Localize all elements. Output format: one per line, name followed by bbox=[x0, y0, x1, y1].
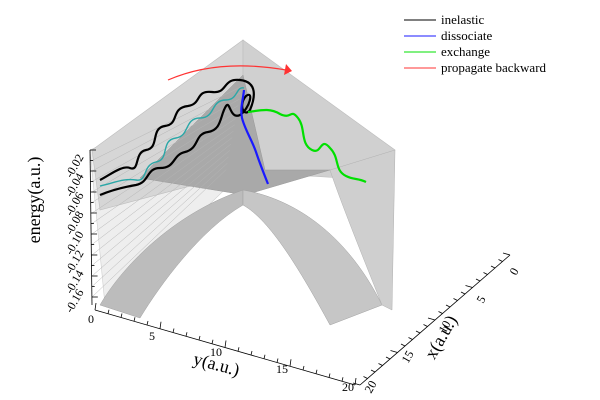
series-inelastic bbox=[99, 78, 255, 197]
back-wall-grid-line bbox=[91, 163, 228, 287]
y-tick-mark bbox=[224, 340, 227, 348]
y-tick-mark bbox=[328, 373, 331, 378]
x-axis-title: x(a.u.) bbox=[420, 312, 462, 363]
y-tick-mark bbox=[341, 377, 344, 382]
y-axis-title: y(a.u.) bbox=[191, 348, 242, 380]
back-wall-grid-line bbox=[91, 137, 233, 245]
y-tick-mark bbox=[185, 332, 188, 337]
x-tick-mark bbox=[423, 324, 428, 327]
x-tick-mark bbox=[370, 369, 376, 373]
legend-label-exchange: exchange bbox=[441, 44, 490, 59]
series-exchange bbox=[247, 108, 367, 183]
x-tick-mark bbox=[438, 311, 443, 314]
x-tick-label: 5 bbox=[473, 293, 488, 305]
y-tick-labels: 0 5 10 15 20 bbox=[88, 312, 354, 394]
x-tick-marks bbox=[352, 252, 511, 386]
z-axis-title: energy(a.u.) bbox=[24, 157, 45, 244]
y-tick-label: 0 bbox=[88, 312, 94, 326]
back-wall-grid-line bbox=[91, 124, 235, 224]
x-tick-mark bbox=[490, 265, 496, 269]
y-tick-mark bbox=[172, 328, 175, 333]
x-tick-mark bbox=[408, 337, 413, 340]
x-tick-mark bbox=[400, 343, 406, 347]
series-inelastic-shadow bbox=[99, 87, 245, 187]
y-tick-mark bbox=[198, 335, 201, 341]
x-tick-mark bbox=[390, 350, 398, 353]
y-tick-mark bbox=[94, 302, 97, 311]
y-tick-mark bbox=[211, 339, 214, 344]
legend: inelastic dissociate exchange propagate … bbox=[404, 12, 547, 75]
back-wall-grid-line bbox=[91, 130, 234, 235]
back-wall-grid-line bbox=[91, 156, 229, 277]
back-wall-grid-line bbox=[91, 111, 238, 203]
surface-right-face bbox=[329, 149, 396, 311]
y-tick-mark bbox=[146, 320, 149, 326]
x-tick-mark bbox=[498, 259, 503, 262]
y-tick-mark bbox=[250, 350, 253, 356]
back-wall-grid-line bbox=[91, 143, 232, 256]
back-wall-grid-line bbox=[91, 169, 227, 298]
y-tick-label: 15 bbox=[276, 362, 288, 376]
x-tick-mark bbox=[460, 291, 466, 295]
y-tick-mark bbox=[237, 347, 240, 352]
valley-floor bbox=[139, 74, 331, 196]
x-tick-mark bbox=[483, 272, 488, 275]
back-wall-grid bbox=[91, 86, 242, 298]
y-tick-label: 20 bbox=[342, 380, 354, 394]
y-tick-mark bbox=[276, 358, 279, 363]
y-tick-label: 10 bbox=[210, 345, 222, 359]
y-tick-mark bbox=[120, 313, 123, 318]
x-tick-mark bbox=[363, 376, 368, 379]
x-tick-mark bbox=[352, 382, 361, 386]
propagate-backward-arrowhead bbox=[284, 64, 292, 75]
x-tick-mark bbox=[427, 317, 436, 321]
y-tick-mark bbox=[315, 369, 318, 374]
back-wall-grid-line bbox=[91, 92, 241, 172]
x-tick-mark bbox=[453, 298, 458, 301]
back-wall-grid-line bbox=[91, 86, 242, 161]
legend-label-dissociate: dissociate bbox=[441, 28, 492, 43]
surface-front-right bbox=[242, 189, 383, 326]
back-wall-grid-line bbox=[91, 150, 230, 266]
back-wall-grid-line bbox=[91, 118, 236, 214]
y-tick-mark bbox=[289, 359, 292, 367]
x-tick-mark bbox=[385, 356, 391, 360]
y-tick-mark bbox=[107, 309, 110, 314]
y-tick-label: 5 bbox=[149, 329, 155, 343]
z-tick-labels: -0.02 -0.04 -0.06 -0.08 -0.10 -0.12 -0.1… bbox=[62, 152, 87, 316]
y-tick-mark bbox=[263, 354, 266, 359]
x-tick-mark bbox=[415, 330, 421, 334]
legend-label-inelastic: inelastic bbox=[441, 12, 485, 27]
z-axis-line bbox=[89, 149, 93, 306]
y-tick-marks bbox=[94, 302, 357, 386]
x-tick-label: 15 bbox=[398, 348, 416, 365]
back-wall-grid-line bbox=[91, 98, 240, 182]
x-tick-mark bbox=[445, 304, 451, 308]
y-tick-mark bbox=[133, 317, 136, 322]
y-tick-mark bbox=[159, 321, 162, 329]
x-tick-mark bbox=[475, 278, 481, 282]
x-tick-mark bbox=[502, 252, 511, 256]
y-tick-mark bbox=[302, 365, 305, 371]
x-tick-mark bbox=[465, 285, 473, 288]
z-tick-marks bbox=[90, 149, 98, 298]
x-tick-label: 0 bbox=[506, 265, 521, 277]
x-tick-label: 20 bbox=[361, 378, 379, 395]
x-tick-mark bbox=[378, 363, 383, 366]
series-dissociate bbox=[240, 89, 270, 185]
legend-label-propagate-backward: propagate backward bbox=[441, 60, 547, 75]
series-propagate-backward bbox=[167, 65, 287, 81]
